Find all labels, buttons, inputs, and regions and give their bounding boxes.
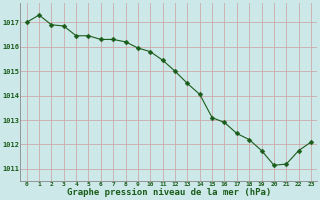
X-axis label: Graphe pression niveau de la mer (hPa): Graphe pression niveau de la mer (hPa) — [67, 188, 271, 197]
